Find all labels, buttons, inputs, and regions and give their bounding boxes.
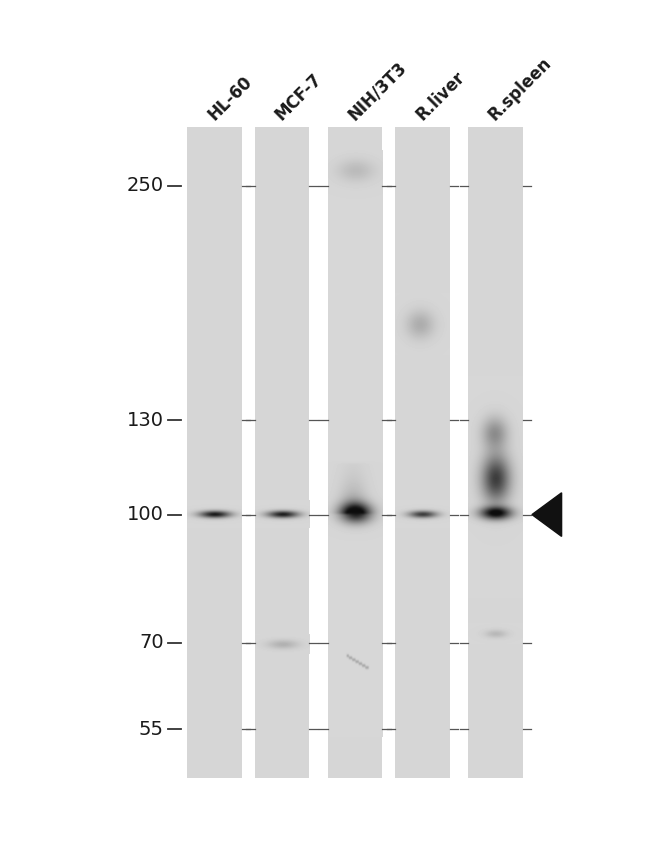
Text: 130: 130 xyxy=(127,411,164,430)
Bar xyxy=(395,128,450,778)
Text: 250: 250 xyxy=(127,176,164,196)
Bar xyxy=(328,128,382,778)
Text: 70: 70 xyxy=(139,633,164,652)
Text: MCF-7: MCF-7 xyxy=(272,70,326,124)
Text: R.liver: R.liver xyxy=(412,68,468,124)
Bar xyxy=(187,128,242,778)
Polygon shape xyxy=(532,493,562,536)
Text: NIH/3T3: NIH/3T3 xyxy=(344,58,410,124)
Text: 55: 55 xyxy=(139,720,164,739)
Text: 100: 100 xyxy=(127,505,164,524)
Bar xyxy=(255,128,309,778)
Bar xyxy=(468,128,523,778)
Text: R.spleen: R.spleen xyxy=(485,54,555,124)
Text: HL-60: HL-60 xyxy=(204,72,255,124)
